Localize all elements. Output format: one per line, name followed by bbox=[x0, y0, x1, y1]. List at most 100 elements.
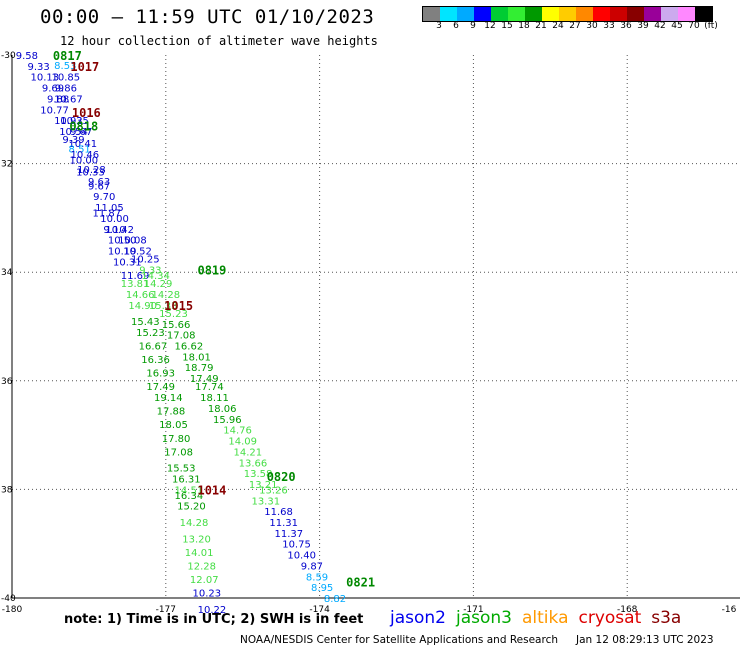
wave-height-value: 13.26 bbox=[259, 485, 288, 496]
colorbar-label: 21 bbox=[535, 21, 547, 31]
wave-height-value: 16.31 bbox=[172, 475, 201, 486]
wave-height-value: 9.58 bbox=[16, 51, 38, 62]
wave-height-value: 9.33 bbox=[139, 265, 161, 276]
pass-time-label: 1015 bbox=[164, 299, 193, 313]
lat-tick-label: 36 bbox=[1, 377, 13, 387]
map-grid bbox=[12, 55, 740, 598]
generated-timestamp: Jan 12 08:29:13 UTC 2023 bbox=[576, 634, 714, 646]
lat-tick-label: 32 bbox=[1, 160, 12, 170]
colorbar-swatch bbox=[661, 7, 678, 21]
colorbar-swatch bbox=[542, 7, 559, 21]
satellite-legend: jason2 jason3 altika cryosat s3a bbox=[390, 608, 691, 628]
wave-height-value: 9.67 bbox=[88, 181, 110, 192]
wave-height-value: 8.59 bbox=[306, 572, 328, 583]
wave-height-value: 13.20 bbox=[182, 534, 211, 545]
wave-height-value: 12.07 bbox=[190, 575, 219, 586]
map-frame bbox=[11, 55, 740, 599]
colorbar-label: 42 bbox=[654, 21, 666, 31]
wave-height-value: 14.21 bbox=[234, 447, 263, 458]
credit-line: NOAA/NESDIS Center for Satellite Applica… bbox=[240, 634, 714, 646]
pass-time-labels: 1017 1016 1015 1014 0817 0818 0819 0820 0821 bbox=[53, 49, 375, 590]
wave-height-value: 14.90 bbox=[128, 301, 157, 312]
wave-height-value: 16.36 bbox=[141, 355, 170, 366]
wave-height-value: 9.86 bbox=[55, 84, 77, 95]
wave-height-value: 13.58 bbox=[244, 469, 273, 480]
wave-height-value: 11.31 bbox=[269, 518, 298, 529]
colorbar-label: 12 bbox=[484, 21, 496, 31]
wave-height-value: 10.46 bbox=[70, 150, 99, 161]
colorbar-label: 30 bbox=[586, 21, 598, 31]
pass-time-label: 1016 bbox=[72, 106, 101, 120]
wave-height-value: 9.10 bbox=[103, 225, 125, 236]
wave-height-value: 8.51 bbox=[69, 144, 91, 155]
wave-height-value: 9.88 bbox=[47, 94, 69, 105]
wave-height-value: 14.51 bbox=[175, 485, 204, 496]
wave-height-value: 11.87 bbox=[93, 208, 122, 219]
wave-height-value: 15.43 bbox=[131, 317, 160, 328]
wave-height-value: 17.08 bbox=[164, 447, 193, 458]
wave-height-value: 10.00 bbox=[69, 155, 98, 166]
wave-height-value: 13.81 bbox=[121, 279, 150, 290]
lat-tick-label: 38 bbox=[1, 485, 13, 495]
wave-height-value: 16.62 bbox=[175, 342, 204, 353]
pass-time-label: 0818 bbox=[69, 120, 98, 134]
wave-height-value: 11.69 bbox=[121, 271, 150, 282]
colorbar-label: 36 bbox=[620, 21, 632, 31]
colorbar-label: 6 bbox=[453, 21, 459, 31]
colorbar-swatch bbox=[695, 7, 712, 21]
wave-height-value: 17.80 bbox=[162, 434, 191, 445]
colorbar-swatch bbox=[559, 7, 576, 21]
colorbar-label: 33 bbox=[603, 21, 615, 31]
pass-time-label: 0819 bbox=[197, 263, 226, 277]
wave-height-value: 10.52 bbox=[123, 246, 152, 257]
colorbar-label: 18 bbox=[518, 21, 530, 31]
colorbar-label: 3 bbox=[436, 21, 442, 31]
wave-height-value: 10.77 bbox=[40, 105, 69, 116]
wave-height-value: 9.39 bbox=[62, 135, 84, 146]
legend-s3a: s3a bbox=[651, 608, 682, 628]
colorbar-swatch bbox=[644, 7, 661, 21]
colorbar-label: (ft) bbox=[704, 21, 718, 31]
wave-height-value: 10.35 bbox=[60, 116, 89, 127]
legend-altika: altika bbox=[522, 608, 569, 628]
wave-height-value: 14.76 bbox=[223, 426, 252, 437]
lon-tick-label: -177 bbox=[156, 605, 176, 615]
wave-height-value: 16.93 bbox=[146, 369, 175, 380]
lat-tick-label: -40 bbox=[1, 594, 16, 604]
wave-height-value: 17.49 bbox=[190, 374, 219, 385]
wave-height-value: 14.28 bbox=[180, 518, 209, 529]
wave-height-value: 15.23 bbox=[136, 328, 165, 339]
colorbar-swatch bbox=[423, 7, 440, 21]
colorbar-label: 39 bbox=[637, 21, 649, 31]
wave-height-value: 18.11 bbox=[200, 393, 229, 404]
wave-height-value: 15.53 bbox=[167, 464, 196, 475]
wave-height-value: 10.23 bbox=[192, 589, 221, 600]
wave-height-value: 14.29 bbox=[144, 279, 173, 290]
wave-height-value: 10.92 bbox=[54, 116, 83, 127]
wave-height-value: 9.67 bbox=[70, 127, 92, 138]
wave-height-value: 15.66 bbox=[162, 320, 191, 331]
colorbar-labels: 3 6 9 12 15 18 21 24 27 30 33 36 39 42 45 70 (ft) bbox=[422, 21, 740, 33]
wave-height-values: 9.589.33 8.5310.1310.859.699.869.8810.671… bbox=[16, 51, 346, 616]
wave-height-value: 14.66 bbox=[126, 290, 155, 301]
pass-time-label: 0820 bbox=[267, 470, 296, 484]
legend-cryosat: cryosat bbox=[578, 608, 642, 628]
wave-height-value: 14.01 bbox=[185, 548, 214, 559]
wave-height-value: 16.34 bbox=[175, 491, 204, 502]
colorbar-label: 24 bbox=[552, 21, 564, 31]
lon-tick-label: -174 bbox=[309, 605, 330, 615]
wave-height-value: 9.63 bbox=[88, 177, 110, 188]
wave-height-value: 13.66 bbox=[239, 458, 268, 469]
wave-height-value: 10.08 bbox=[118, 236, 147, 247]
wave-height-value: 10.13 bbox=[30, 73, 59, 84]
wave-height-value: 10.00 bbox=[100, 214, 129, 225]
wave-height-value: 10.19 bbox=[108, 246, 137, 257]
wave-height-value: 10.28 bbox=[77, 165, 106, 176]
wave-height-value: 18.05 bbox=[159, 420, 188, 431]
wave-height-value: 11.68 bbox=[264, 507, 293, 518]
wave-height-value: 13.21 bbox=[249, 480, 278, 491]
wave-height-value: 10.42 bbox=[105, 225, 134, 236]
lon-tick-label: -171 bbox=[463, 605, 483, 615]
wave-height-value: 10.33 bbox=[76, 168, 105, 179]
